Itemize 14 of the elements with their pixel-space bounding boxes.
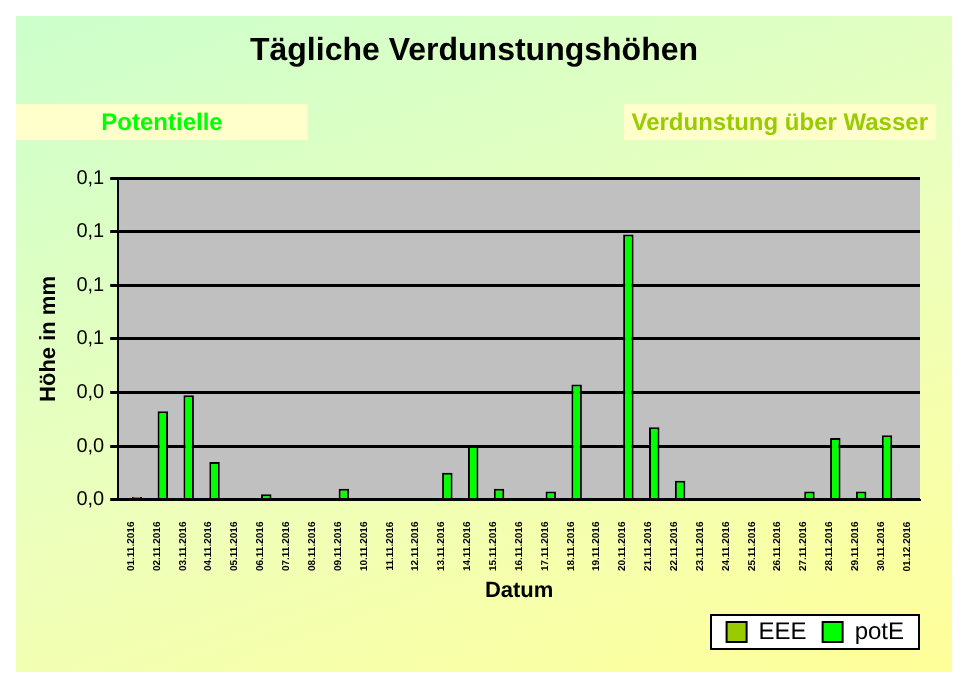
y-axis-title: Höhe in mm xyxy=(37,275,62,402)
legend-label: EEE xyxy=(758,616,807,645)
y-tick-label: 0,1 xyxy=(76,221,106,244)
text: Verdunstung über Wasser xyxy=(623,104,936,140)
y-tick-label: 0,1 xyxy=(76,328,106,351)
y-tick-label: 0,1 xyxy=(76,167,106,190)
chart-title: Tägliche Verdunstungshöhen xyxy=(249,34,699,69)
y-tick-label: 0,0 xyxy=(76,489,106,512)
text: Potentielle xyxy=(16,104,308,140)
y-tick-label: 0,0 xyxy=(76,435,106,458)
y-tick-label: 0,0 xyxy=(76,382,106,404)
y-tick-label: 0,1 xyxy=(76,274,106,297)
legend-label: potE xyxy=(854,616,904,645)
x-axis-title: Datum xyxy=(484,578,554,603)
